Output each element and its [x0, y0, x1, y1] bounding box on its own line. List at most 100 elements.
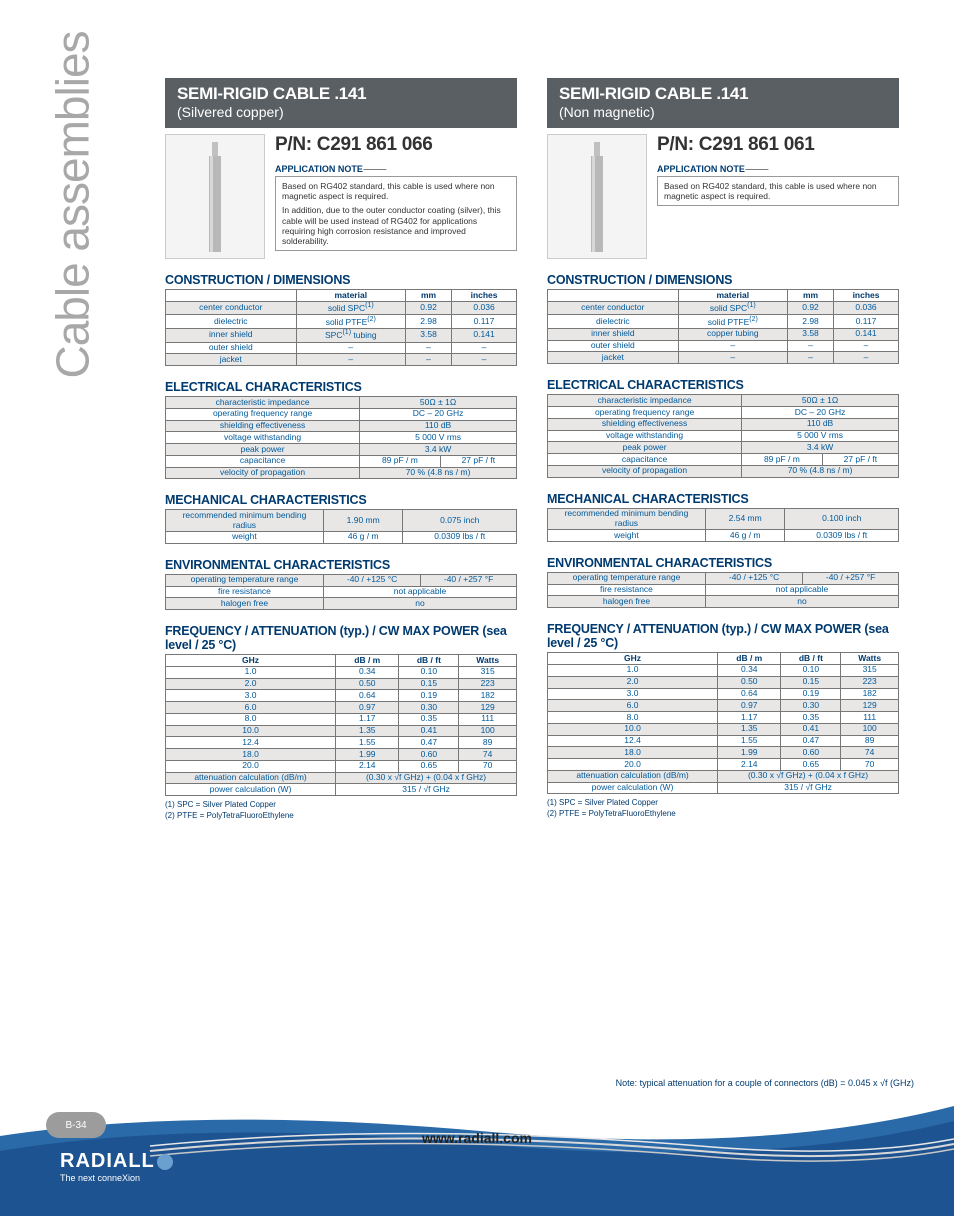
table-cell: solid SPC(1) — [678, 301, 787, 315]
table-header: mm — [405, 290, 451, 302]
table-cell: 0.47 — [781, 735, 841, 747]
table-cell: 2.14 — [336, 760, 399, 772]
table-cell: 6.0 — [166, 702, 336, 714]
table-row: power calculation (W) 315 / √f GHz — [166, 784, 517, 796]
table-header: mm — [787, 290, 833, 302]
table-cell: 0.41 — [399, 725, 459, 737]
table-cell: 0.50 — [336, 678, 399, 690]
table-row: halogen freeno — [166, 598, 517, 610]
table-header: dB / ft — [781, 653, 841, 665]
footnotes: (1) SPC = Silver Plated Copper(2) PTFE =… — [547, 798, 899, 819]
table-cell: 6.0 — [548, 700, 718, 712]
table-cell: 5 000 V rms — [360, 432, 517, 444]
table-cell: capacitance — [166, 455, 360, 467]
environmental-table: operating temperature range-40 / +125 °C… — [165, 574, 517, 610]
product-title: SEMI-RIGID CABLE .141 — [177, 84, 505, 104]
table-cell: – — [452, 342, 517, 354]
table-row: fire resistancenot applicable — [166, 586, 517, 598]
table-cell: 0.64 — [336, 690, 399, 702]
table-row: shielding effectiveness110 dB — [166, 420, 517, 432]
table-cell: solid PTFE(2) — [296, 315, 405, 329]
table-cell: 0.50 — [718, 676, 781, 688]
table-cell: 46 g / m — [323, 531, 403, 543]
table-row: shielding effectiveness110 dB — [548, 418, 899, 430]
table-cell: 0.19 — [781, 688, 841, 700]
table-cell: 74 — [459, 749, 517, 761]
table-cell: 1.99 — [718, 747, 781, 759]
table-row: capacitance89 pF / m27 pF / ft — [166, 455, 517, 467]
table-cell: 0.30 — [399, 702, 459, 714]
table-cell: 315 / √f GHz — [336, 784, 517, 796]
table-cell: voltage withstanding — [548, 430, 742, 442]
table-cell: recommended minimum bending radius — [166, 510, 324, 532]
table-cell: 74 — [841, 747, 899, 759]
table-cell: 0.41 — [781, 723, 841, 735]
footnote-line: (2) PTFE = PolyTetraFluoroEthylene — [547, 809, 899, 819]
section-title-attenuation: FREQUENCY / ATTENUATION (typ.) / CW MAX … — [165, 624, 517, 652]
table-cell: 0.0309 lbs / ft — [785, 530, 899, 542]
table-cell: 182 — [459, 690, 517, 702]
table-cell: not applicable — [323, 586, 516, 598]
table-cell: 1.35 — [336, 725, 399, 737]
table-row: operating temperature range-40 / +125 °C… — [166, 574, 517, 586]
section-title-environmental: ENVIRONMENTAL CHARACTERISTICS — [547, 556, 899, 570]
section-title-construction: CONSTRUCTION / DIMENSIONS — [165, 273, 517, 287]
table-row: inner shieldSPC(1) tubing3.580.141 — [166, 328, 517, 342]
environmental-table: operating temperature range-40 / +125 °C… — [547, 572, 899, 608]
table-cell: 0.036 — [834, 301, 899, 315]
table-cell: 0.64 — [718, 688, 781, 700]
part-number: P/N: C291 861 066 — [275, 134, 517, 156]
table-header: dB / m — [336, 655, 399, 667]
table-header: material — [678, 290, 787, 302]
table-row: 20.02.140.6570 — [548, 759, 899, 771]
table-cell: 0.10 — [399, 666, 459, 678]
app-note-paragraph: In addition, due to the outer conductor … — [282, 205, 510, 246]
table-cell: 1.55 — [336, 737, 399, 749]
section-title-electrical: ELECTRICAL CHARACTERISTICS — [547, 378, 899, 392]
table-cell: jacket — [166, 354, 297, 366]
cable-image — [165, 134, 265, 259]
table-cell: 0.036 — [452, 301, 517, 315]
table-cell: halogen free — [548, 596, 706, 608]
sidebar-label-text: Cable assemblies — [46, 31, 100, 378]
table-cell: velocity of propagation — [166, 467, 360, 479]
table-cell: 3.4 kW — [360, 444, 517, 456]
table-cell: 0.19 — [399, 690, 459, 702]
table-cell: (0.30 x √f GHz) + (0.04 x f GHz) — [718, 770, 899, 782]
table-cell: copper tubing — [678, 328, 787, 340]
table-header: dB / ft — [399, 655, 459, 667]
table-cell: 2.98 — [787, 315, 833, 329]
table-cell: 0.30 — [781, 700, 841, 712]
table-row: center conductorsolid SPC(1)0.920.036 — [548, 301, 899, 315]
table-cell: characteristic impedance — [166, 397, 360, 409]
table-cell: 0.97 — [718, 700, 781, 712]
table-header — [548, 290, 679, 302]
table-cell: 3.0 — [166, 690, 336, 702]
table-cell: 89 — [841, 735, 899, 747]
table-cell: power calculation (W) — [548, 782, 718, 794]
table-cell: weight — [166, 531, 324, 543]
table-row: 12.41.550.4789 — [548, 735, 899, 747]
table-cell: voltage withstanding — [166, 432, 360, 444]
table-cell: 46 g / m — [705, 530, 785, 542]
table-cell: 111 — [841, 712, 899, 724]
table-cell: 0.100 inch — [785, 508, 899, 530]
table-cell: 0.141 — [452, 328, 517, 342]
table-cell: 0.92 — [787, 301, 833, 315]
brand-tagline: The next conneXion — [60, 1173, 173, 1183]
table-header: Watts — [459, 655, 517, 667]
table-cell: 89 — [459, 737, 517, 749]
table-row: recommended minimum bending radius 2.54 … — [548, 508, 899, 530]
table-cell: 18.0 — [166, 749, 336, 761]
product-subtitle: (Non magnetic) — [559, 104, 887, 120]
table-cell: halogen free — [166, 598, 324, 610]
table-cell: 100 — [459, 725, 517, 737]
table-cell: 110 dB — [742, 418, 899, 430]
table-cell: 315 — [459, 666, 517, 678]
table-cell: 0.60 — [781, 747, 841, 759]
table-cell: solid SPC(1) — [296, 301, 405, 315]
table-cell: fire resistance — [166, 586, 324, 598]
table-row: 3.00.640.19182 — [548, 688, 899, 700]
table-cell: 70 % (4.8 ns / m) — [742, 465, 899, 477]
table-cell: 315 — [841, 664, 899, 676]
